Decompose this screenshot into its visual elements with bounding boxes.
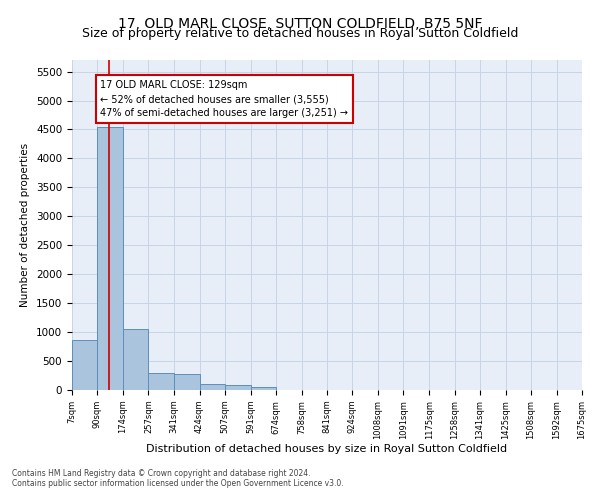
Bar [72,340,97,390]
Text: Size of property relative to detached houses in Royal Sutton Coldfield: Size of property relative to detached ho… [82,28,518,40]
Bar [225,385,251,390]
Bar [148,373,174,390]
Text: 17 OLD MARL CLOSE: 129sqm
← 52% of detached houses are smaller (3,555)
47% of se: 17 OLD MARL CLOSE: 129sqm ← 52% of detac… [100,80,349,118]
Text: Contains public sector information licensed under the Open Government Licence v3: Contains public sector information licen… [12,478,344,488]
Bar [251,387,276,390]
Y-axis label: Number of detached properties: Number of detached properties [20,143,31,307]
Bar [174,374,199,390]
Bar [123,328,148,390]
Text: Contains HM Land Registry data © Crown copyright and database right 2024.: Contains HM Land Registry data © Crown c… [12,468,311,477]
Bar [199,384,225,390]
X-axis label: Distribution of detached houses by size in Royal Sutton Coldfield: Distribution of detached houses by size … [146,444,508,454]
Text: 17, OLD MARL CLOSE, SUTTON COLDFIELD, B75 5NF: 17, OLD MARL CLOSE, SUTTON COLDFIELD, B7… [118,18,482,32]
Bar [97,126,123,390]
